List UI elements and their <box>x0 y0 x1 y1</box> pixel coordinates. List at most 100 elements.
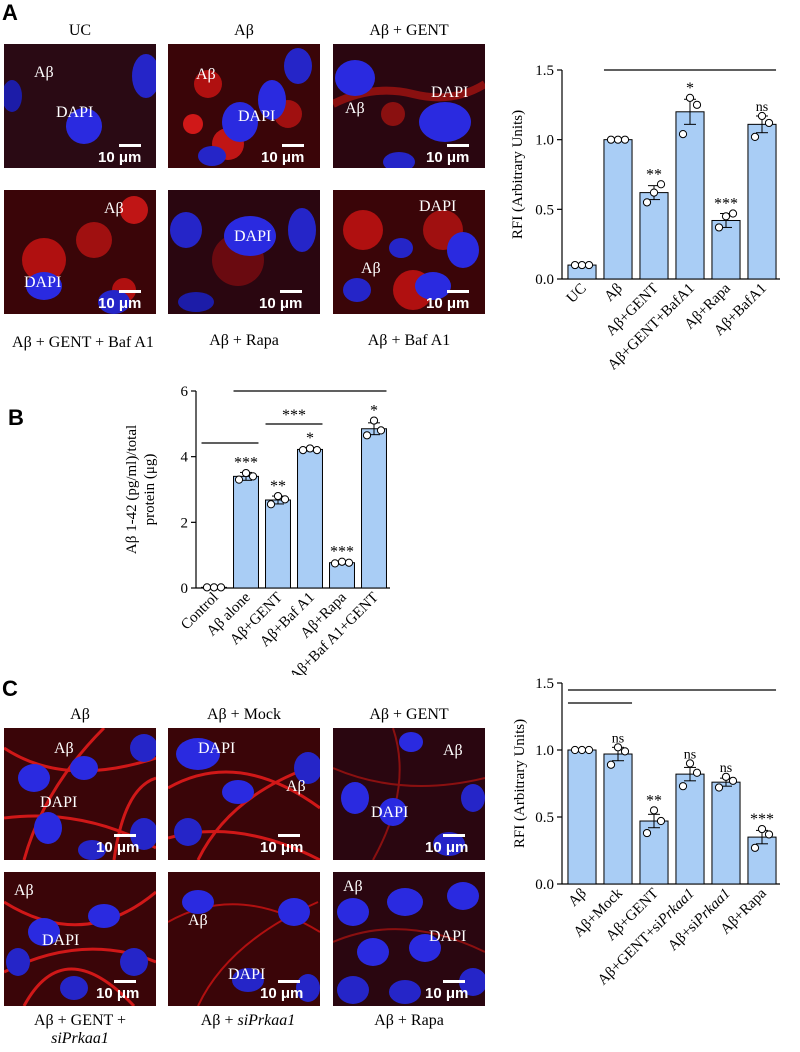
data-point <box>757 824 767 834</box>
data-point <box>642 828 652 838</box>
data-point <box>750 132 760 141</box>
data-point <box>721 212 731 221</box>
scale-bar <box>278 980 300 983</box>
significance-label: *** <box>234 454 258 471</box>
data-point <box>606 135 616 144</box>
bar <box>747 123 777 280</box>
panel-c-letter: C <box>2 676 18 701</box>
y-tick-label: 1.0 <box>535 743 554 759</box>
data-point <box>234 475 244 484</box>
abeta-label: Aβ <box>188 912 208 929</box>
micrograph-abeta-rapa: DAPI 10 μm <box>168 190 320 314</box>
data-point <box>362 431 372 440</box>
category-label-text: Aβ <box>565 886 589 910</box>
significance-label: * <box>306 430 314 447</box>
data-point <box>209 583 219 592</box>
dapi-label: DAPI <box>419 198 457 215</box>
data-point <box>678 129 688 139</box>
data-point <box>620 747 630 756</box>
scale-label: 10 μm <box>261 149 305 166</box>
micrograph-c-gent-siprkaa1: Aβ DAPI 10 μm <box>4 872 156 1006</box>
data-point <box>728 209 738 218</box>
data-point <box>685 759 695 768</box>
bar <box>711 781 741 885</box>
caption-prefix: Aβ + <box>200 1012 238 1029</box>
significance-label: ns <box>756 100 768 115</box>
scale-label: 10 μm <box>96 985 140 1002</box>
data-point <box>298 446 308 455</box>
data-point <box>330 559 340 568</box>
panel-c-caption-siprkaa1: Aβ + siPrkaa1 <box>168 1012 328 1030</box>
data-point <box>764 830 774 839</box>
data-point <box>570 260 580 270</box>
abeta-label: Aβ <box>343 878 363 895</box>
bar <box>603 753 633 885</box>
dapi-label: DAPI <box>198 740 236 757</box>
scale-bar <box>114 834 136 837</box>
significance-label: ** <box>270 478 286 495</box>
abeta-label: Aβ <box>443 742 463 759</box>
data-point <box>721 772 731 781</box>
significance-label: ns <box>720 761 732 776</box>
category-label: UC <box>564 281 590 307</box>
significance-label: ** <box>646 792 662 809</box>
panel-b-letter: B <box>8 405 24 430</box>
abeta-label: Aβ <box>14 882 34 899</box>
data-point <box>613 135 623 144</box>
bar <box>265 499 291 589</box>
caption-prefix: Aβ + GENT + <box>33 1012 127 1029</box>
dapi-label: DAPI <box>371 804 409 821</box>
y-tick-label: 1.5 <box>535 63 554 79</box>
panel-a-caption-bafa1: Aβ + Baf A1 <box>367 332 451 349</box>
bar <box>639 192 669 280</box>
data-point <box>369 416 379 425</box>
micrograph-c-abeta: Aβ DAPI 10 μm <box>4 728 156 860</box>
y-axis-label: protein (μg) <box>142 454 158 526</box>
micrograph-abeta-gent: Aβ DAPI 10 μm <box>333 44 485 168</box>
data-point <box>570 745 580 755</box>
y-axis-label: Aβ 1-42 (pg/ml)/total <box>124 425 140 554</box>
micrograph-uc: Aβ DAPI 10 μm <box>4 44 156 168</box>
y-tick-label: 0.5 <box>535 810 554 826</box>
data-point <box>312 446 322 455</box>
data-point <box>656 180 666 189</box>
micrograph-c-mock: DAPI Aβ 10 μm <box>168 728 320 860</box>
data-point <box>584 745 594 755</box>
abeta-label: Aβ <box>54 740 74 757</box>
data-point <box>344 558 354 567</box>
data-point <box>280 495 290 504</box>
y-axis-label: RFI (Arbitrary Units) <box>510 110 526 239</box>
micrograph-c-rapa: Aβ DAPI 10 μm <box>333 872 485 1006</box>
panel-a-caption-gent-bafa1: Aβ + GENT + Baf A1 <box>12 334 154 351</box>
y-tick-label: 0.5 <box>535 202 554 218</box>
scale-bar <box>119 144 141 147</box>
scale-label: 10 μm <box>96 839 140 856</box>
dapi-label: DAPI <box>429 928 467 945</box>
significance-label: ns <box>684 747 696 762</box>
bar <box>361 428 387 589</box>
dapi-label: DAPI <box>234 228 272 245</box>
significance-label: ** <box>646 166 662 183</box>
dapi-label: DAPI <box>238 108 276 125</box>
micrograph-abeta-gent-bafa1: Aβ DAPI 10 μm <box>4 190 156 314</box>
y-tick-label: 0 <box>181 581 189 597</box>
y-tick-label: 6 <box>181 384 189 400</box>
y-tick-label: 4 <box>181 450 189 466</box>
data-point <box>266 500 276 509</box>
scale-bar <box>280 290 302 293</box>
scale-label: 10 μm <box>425 985 469 1002</box>
data-point <box>649 806 659 815</box>
abeta-label: Aβ <box>361 260 381 277</box>
scale-label: 10 μm <box>98 149 142 166</box>
data-point <box>577 260 587 270</box>
data-point <box>685 93 695 102</box>
significance-label: ns <box>612 731 624 746</box>
dapi-label: DAPI <box>228 966 266 983</box>
data-point <box>757 111 767 121</box>
bar <box>675 773 705 885</box>
scale-label: 10 μm <box>98 295 142 312</box>
scale-bar <box>443 980 465 983</box>
bar <box>567 749 597 885</box>
bar <box>297 448 323 589</box>
